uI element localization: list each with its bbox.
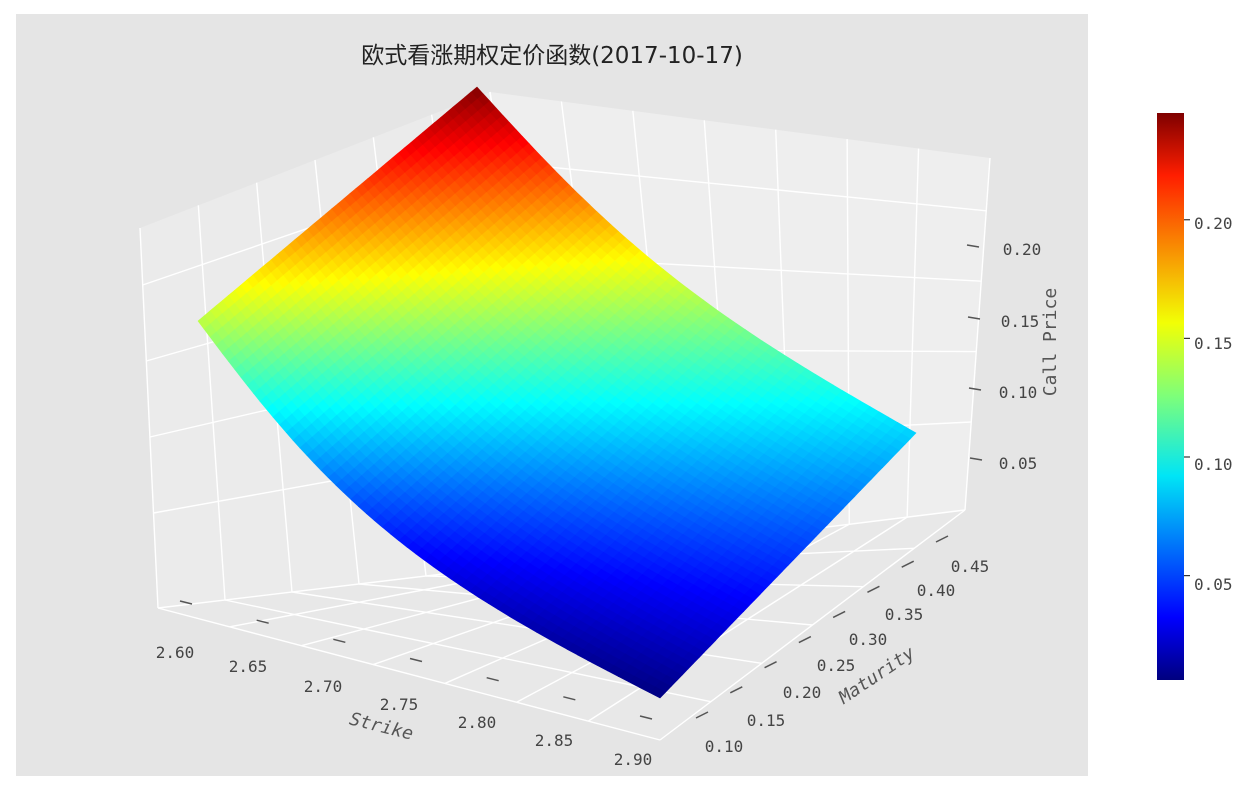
y-tick-mark (832, 610, 846, 619)
x-tick-mark (179, 600, 193, 605)
y-tick-mark (729, 686, 743, 694)
y-tick-label: 0.30 (849, 630, 888, 649)
x-tick-label: 2.90 (614, 750, 653, 769)
y-tick-mark (695, 711, 709, 719)
tick-marks (179, 244, 983, 720)
z-axis-title: Call Price (1040, 288, 1061, 396)
y-tick-label: 0.15 (747, 711, 786, 730)
z-tick-label: 0.15 (1001, 312, 1040, 331)
y-tick-label: 0.35 (885, 605, 924, 624)
grid-line (197, 205, 226, 601)
colorbar-tick-label: 0.10 (1194, 455, 1233, 474)
chart-title: 欧式看涨期权定价函数(2017-10-17) (361, 43, 743, 69)
colorbar-tick-marks (1184, 219, 1190, 577)
z-tick-label: 0.10 (999, 383, 1038, 402)
y-tick-label: 0.10 (705, 737, 744, 756)
surface (197, 86, 917, 699)
z-tick-mark (968, 387, 982, 391)
y-tick-mark (764, 661, 777, 669)
x-tick-label: 2.70 (304, 677, 343, 696)
y-tick-labels: 0.10 0.15 0.20 0.25 0.30 0.35 0.40 0.45 (705, 557, 990, 756)
surface-facet (649, 686, 667, 699)
colorbar-tick-labels: 0.05 0.10 0.15 0.20 (1194, 214, 1233, 594)
grid-line (964, 157, 991, 511)
z-tick-label: 0.20 (1003, 240, 1042, 259)
y-tick-mark (798, 635, 812, 644)
colorbar (1157, 113, 1184, 680)
grid-line (500, 161, 987, 212)
x-tick-mark (333, 638, 346, 644)
grid-line (906, 148, 920, 518)
grid-line (659, 509, 966, 741)
y-tick-label: 0.45 (951, 557, 990, 576)
x-tick-labels: 2.60 2.65 2.70 2.75 2.80 2.85 2.90 (156, 643, 653, 769)
grid-line (224, 599, 711, 703)
y-tick-mark (867, 585, 880, 593)
z-tick-mark (966, 244, 980, 248)
x-tick-mark (486, 676, 499, 682)
x-tick-label: 2.80 (458, 713, 497, 732)
x-tick-mark (563, 696, 576, 701)
x-tick-mark (256, 619, 269, 624)
grid-line (139, 227, 159, 609)
x-tick-mark (409, 657, 423, 663)
x-tick-label: 2.60 (156, 643, 195, 662)
y-tick-label: 0.25 (817, 656, 856, 675)
colorbar-tick-label: 0.05 (1194, 575, 1233, 594)
colorbar-tick-label: 0.15 (1194, 334, 1233, 353)
x-tick-label: 2.85 (535, 731, 574, 750)
grid-line (157, 607, 661, 741)
z-tick-mark (969, 457, 983, 461)
colorbar-tick-label: 0.20 (1194, 214, 1233, 233)
z-tick-mark (967, 316, 981, 320)
x-tick-mark (639, 715, 653, 720)
y-tick-label: 0.20 (783, 683, 822, 702)
x-tick-label: 2.75 (380, 695, 419, 714)
z-tick-label: 0.05 (999, 454, 1038, 473)
y-tick-mark (901, 560, 915, 568)
y-tick-label: 0.40 (917, 581, 956, 600)
y-tick-mark (935, 535, 949, 543)
z-tick-labels: 0.05 0.10 0.15 0.20 (999, 240, 1042, 473)
x-tick-label: 2.65 (229, 657, 268, 676)
